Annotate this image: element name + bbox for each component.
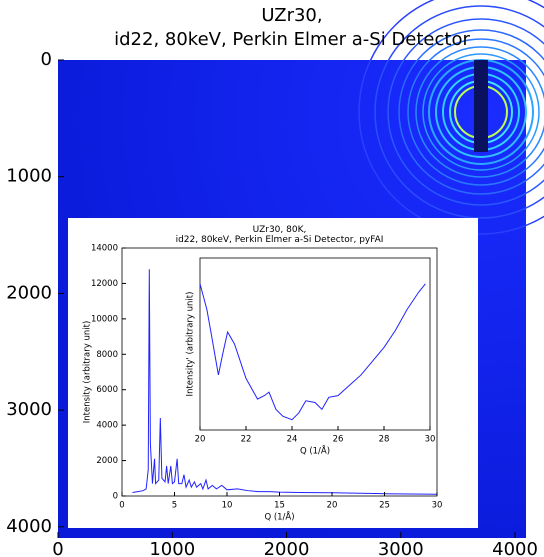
y-axis-label: Intensity (arbitrary unit) — [83, 321, 93, 424]
data-line — [199, 283, 426, 421]
y-tick-label: 0 — [113, 492, 118, 502]
x-axis-label: Q (1/Å) — [264, 511, 294, 523]
y-tick-label: 0 — [41, 49, 52, 70]
y-axis-label: Intensity' (arbitrary unit) — [186, 292, 196, 397]
x-tick-label: 30 — [425, 435, 436, 445]
x-tick-label: 22 — [241, 435, 252, 445]
plot-frame — [199, 257, 431, 431]
x-tick-label: 28 — [379, 435, 390, 445]
y-tick-label: 12000 — [91, 279, 118, 289]
x-tick-label: 26 — [333, 435, 344, 445]
y-tick-label: 2000 — [6, 282, 52, 303]
y-tick-label: 8000 — [96, 350, 118, 360]
x-tick-label: 25 — [379, 501, 390, 511]
y-tick-label: 14000 — [91, 244, 118, 254]
x-tick-label: 20 — [195, 435, 206, 445]
x-tick-label: 15 — [274, 501, 285, 511]
x-tick-label: 30 — [432, 501, 443, 511]
y-tick-label: 4000 — [6, 516, 52, 537]
chart-title: UZr30, 80K, id22, 80keV, Perkin Elmer a-S… — [176, 225, 384, 245]
x-tick-label: 4000 — [492, 539, 538, 557]
x-tick-label: 0 — [119, 501, 124, 511]
y-tick-label: 10000 — [91, 314, 118, 324]
beam-stop — [474, 60, 488, 152]
data-line — [132, 269, 438, 495]
x-tick-label: 1000 — [149, 539, 195, 557]
x-tick-label: 24 — [287, 435, 298, 445]
x-axis-label: Q (1/Å) — [300, 445, 330, 457]
x-tick-label: 5 — [172, 501, 177, 511]
y-tick-label: 6000 — [96, 385, 118, 395]
y-tick-label: 4000 — [96, 421, 118, 431]
x-tick-label: 20 — [327, 501, 338, 511]
x-tick-label: 10 — [222, 501, 233, 511]
x-tick-label: 2000 — [264, 539, 310, 557]
x-tick-label: 3000 — [378, 539, 424, 557]
y-tick-label: 3000 — [6, 399, 52, 420]
x-tick-label: 0 — [52, 539, 63, 557]
y-tick-label: 2000 — [96, 456, 118, 466]
y-tick-label: 1000 — [6, 166, 52, 187]
inset-panel — [68, 218, 478, 528]
chart-title: UZr30, id22, 80keV, Perkin Elmer a-Si Det… — [114, 5, 470, 50]
